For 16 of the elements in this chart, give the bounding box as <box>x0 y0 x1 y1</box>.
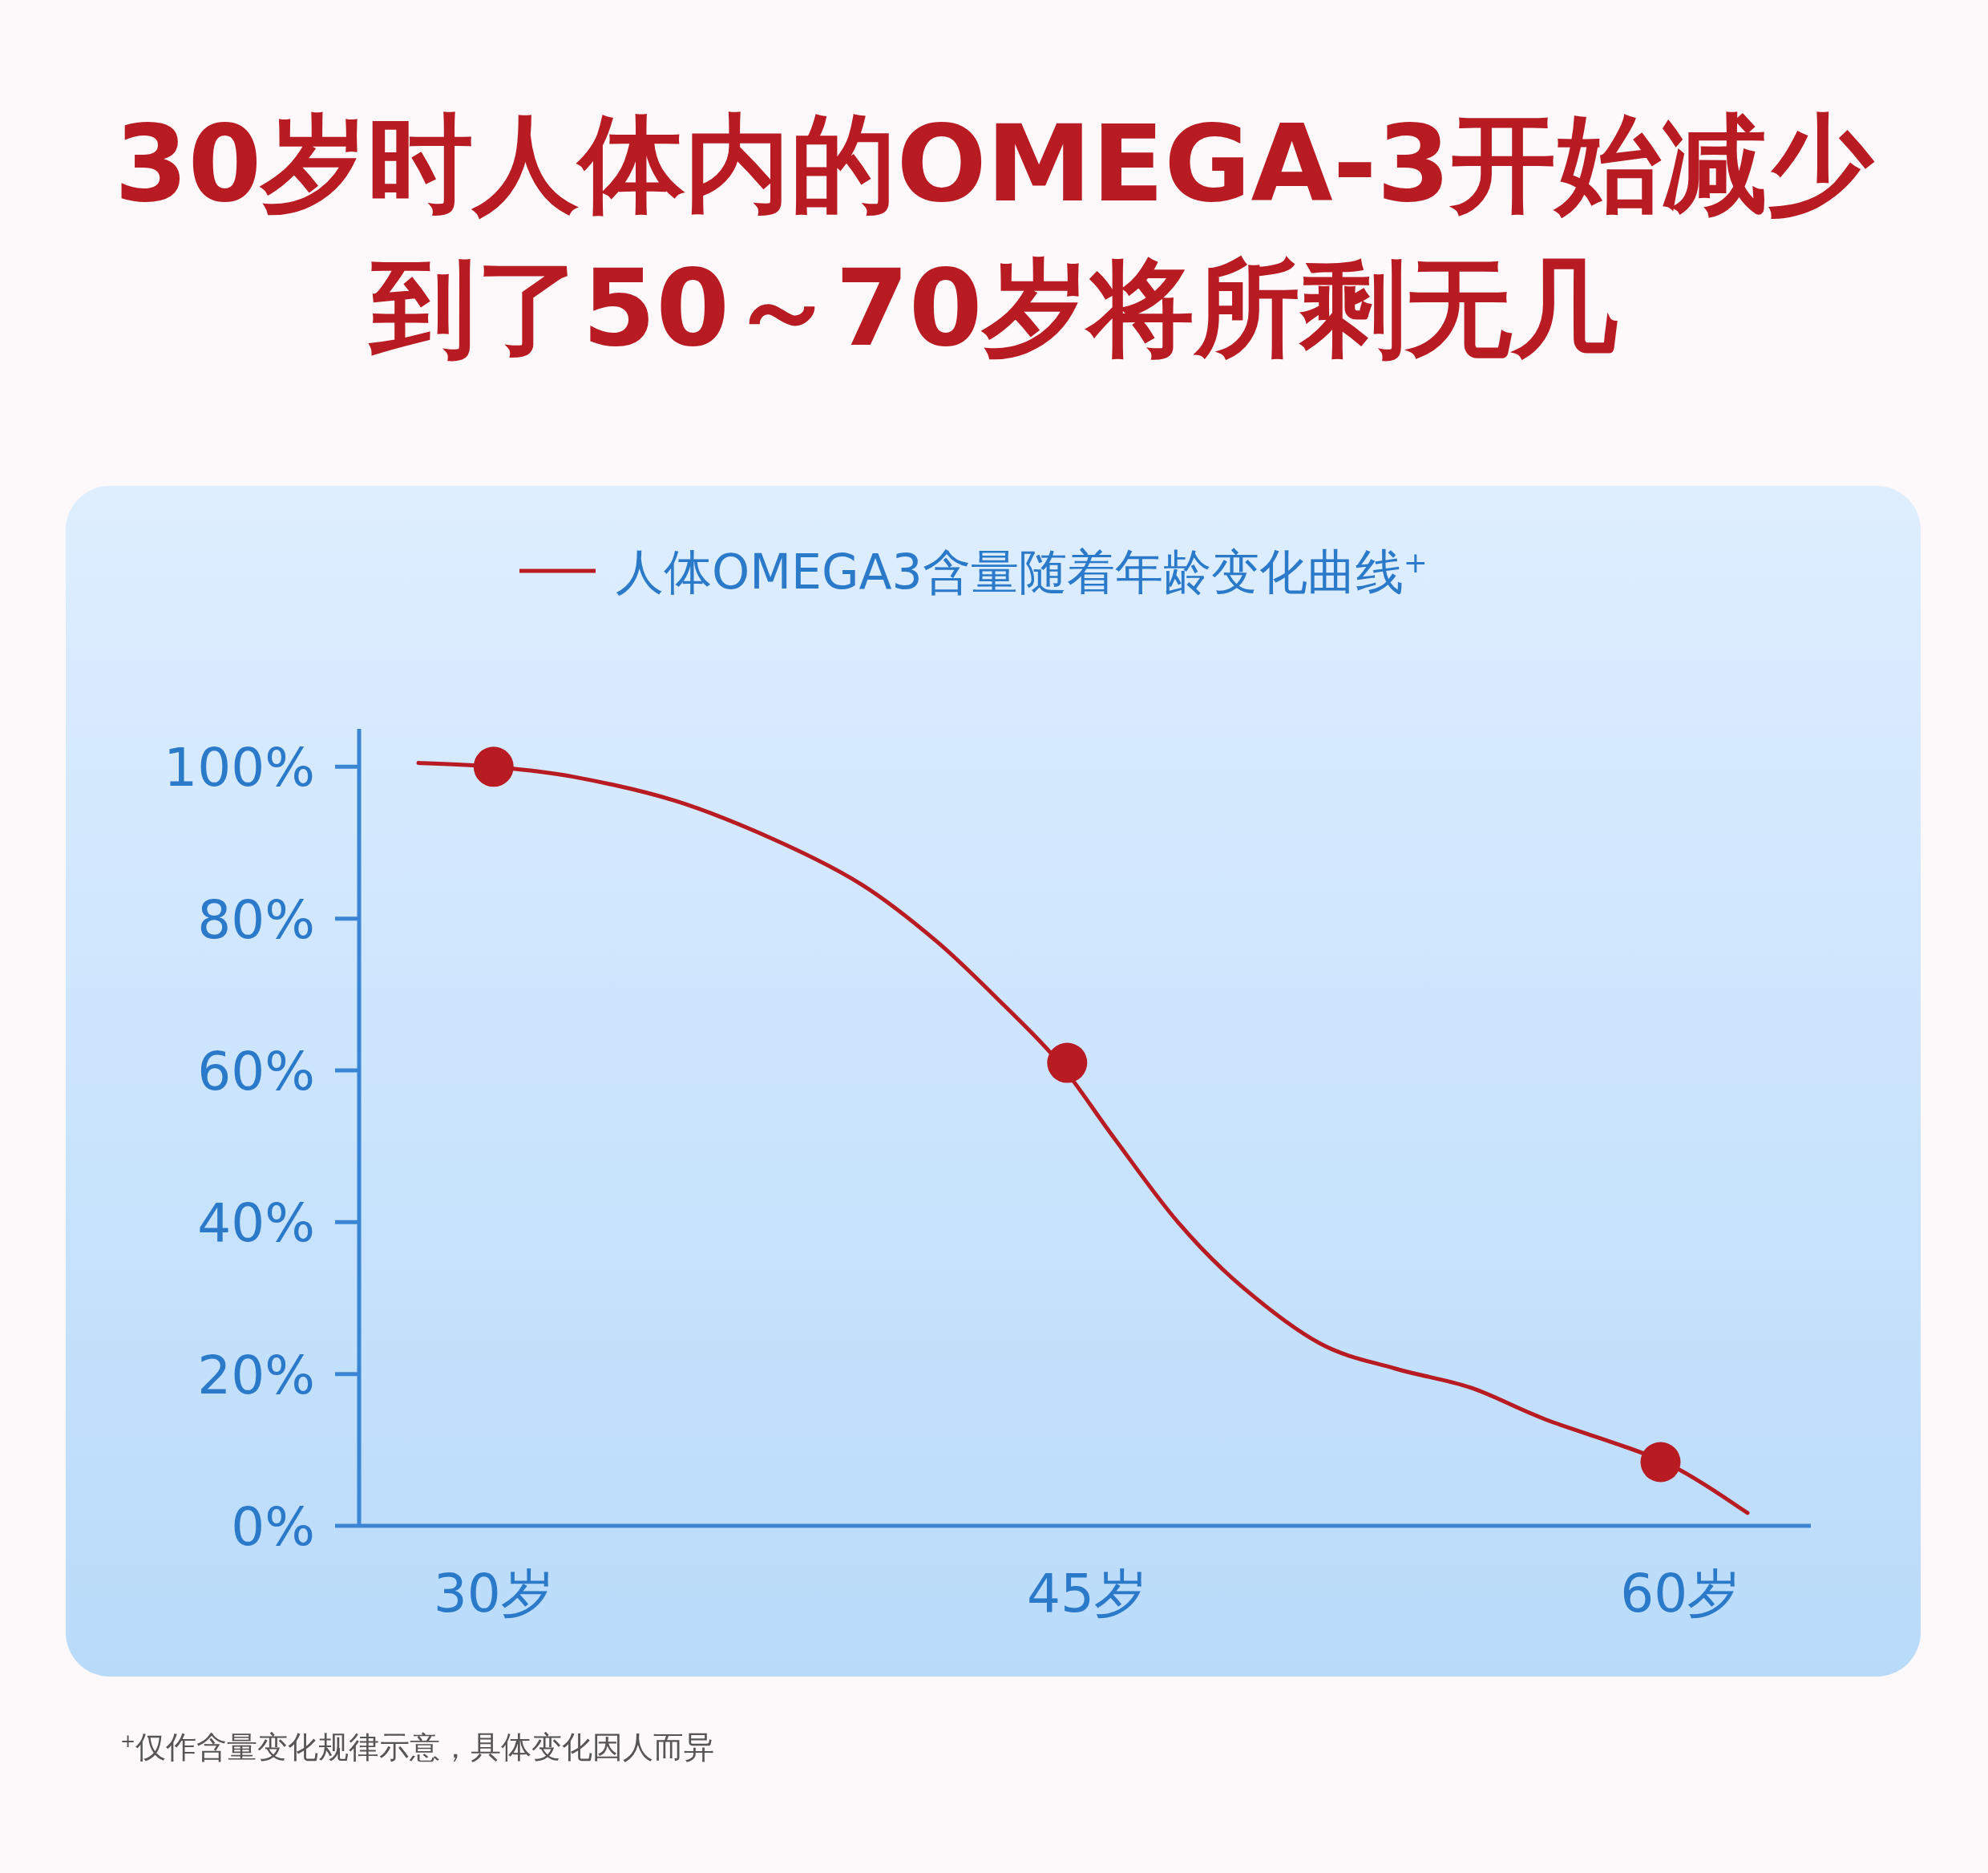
chart-subtitle: 到了50～70岁将所剩无几 <box>368 246 1618 370</box>
x-tick-label: 45岁 <box>1026 1563 1147 1624</box>
text: $^{+}$仅作含量变化规律示意，具体变化因人而异 <box>120 1729 715 1765</box>
x-tick-label: 30岁 <box>433 1563 554 1624</box>
y-tick-label: 60% <box>197 1041 315 1102</box>
point <box>473 746 514 787</box>
y-tick-label: 0% <box>231 1496 315 1558</box>
y-tick-label: 80% <box>197 888 315 951</box>
point <box>1640 1442 1681 1483</box>
point <box>1047 1042 1088 1083</box>
x-tick-label: 60岁 <box>1620 1563 1741 1624</box>
y-tick-label: 40% <box>197 1192 315 1255</box>
chart-title: 30岁时人体内的OMEGA-3开始减少 <box>114 102 1876 225</box>
y-tick-label: 100% <box>164 737 315 799</box>
legend: 人体OMEGA3含量随着年龄变化曲线$^{+}$ <box>519 544 1428 600</box>
y-tick-label: 20% <box>197 1344 315 1406</box>
